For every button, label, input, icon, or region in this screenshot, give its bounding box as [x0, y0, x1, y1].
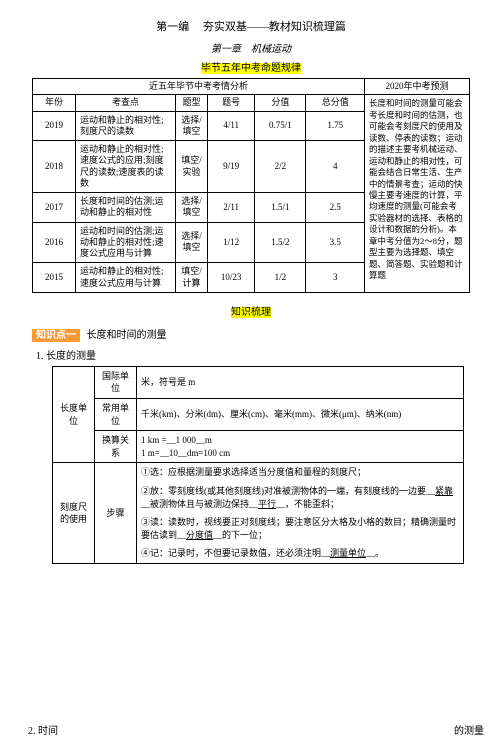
cell-num: 9/19 — [208, 141, 255, 193]
cell-year: 2015 — [33, 263, 76, 293]
knowledge-combing-line: 知识梳理 — [32, 303, 470, 318]
r3c2: 1 km =__1 000__m 1 m=__10__dm=100 cm — [137, 431, 464, 463]
knowledge-point-section: 知识点一 长度和时间的测量 — [32, 326, 470, 341]
col-type: 题型 — [176, 95, 208, 111]
step-2u: 紧靠 — [435, 486, 453, 496]
section-1-title: 1. 长度的测量 — [36, 347, 470, 362]
cell-total: 3 — [306, 263, 365, 293]
cell-year: 2018 — [33, 141, 76, 193]
r1c1: 国际单位 — [95, 366, 137, 398]
r2c1: 常用单位 — [95, 398, 137, 430]
side-label-left: 2. 时间 — [28, 722, 58, 737]
step-2b: 被测物体且与被测边保持 — [150, 499, 249, 509]
cell-total: 2.5 — [306, 193, 365, 223]
table-row: 刻度尺的使用 步骤 ①选：应根据测量要求选择适当分度值和量程的刻度尺； ②放：零… — [53, 463, 464, 564]
cell-score: 1/2 — [255, 263, 306, 293]
col-point: 考查点 — [76, 95, 176, 111]
cell-year: 2019 — [33, 111, 76, 141]
exam-analysis-table: 近五年毕节中考考情分析 2020年中考预测 年份 考查点 题型 题号 分值 总分… — [32, 78, 470, 293]
r1c2: 米，符号是 m — [137, 366, 464, 398]
cell-year: 2017 — [33, 193, 76, 223]
col-total: 总分值 — [306, 95, 365, 111]
step-4a: ④记：记录时，不但要记录数值，还必须注明 — [141, 548, 321, 558]
cell-total: 4 — [306, 141, 365, 193]
cell-type: 选择/填空 — [176, 222, 208, 263]
col-num: 题号 — [208, 95, 255, 111]
cell-score: 1.5/2 — [255, 222, 306, 263]
r3c2a: 1 km =__1 000__m — [141, 435, 212, 445]
cell-score: 0.75/1 — [255, 111, 306, 141]
cell-score: 2/2 — [255, 141, 306, 193]
step-4u: 测量单位 — [330, 548, 366, 558]
header-1-left: 第一编 — [156, 21, 189, 33]
step-3b: 的下一位； — [222, 530, 267, 540]
cell-type: 选择/填空 — [176, 193, 208, 223]
step-2: ②放：零刻度线(或其他刻度线)对准被测物体的一端，有刻度线的一边要__紧靠__被… — [141, 485, 459, 510]
table-header-group-row: 近五年毕节中考考情分析 2020年中考预测 — [33, 79, 470, 95]
rowgroup-1: 长度单位 — [53, 366, 95, 463]
r2c2: 千米(km)、分米(dm)、厘米(cm)、毫米(mm)、微米(μm)、纳米(nm… — [137, 398, 464, 430]
header-3-highlight: 毕节五年中考命题规律 — [201, 63, 301, 74]
cell-point: 长度和时间的估测;运动和静止的相对性 — [76, 193, 176, 223]
step-3u: 分度值 — [186, 530, 213, 540]
header-line-1: 第一编 夯实双基——教材知识梳理篇 — [32, 18, 470, 34]
cell-point: 运动和静止的相对性;刻度尺的读数 — [76, 111, 176, 141]
step-3: ③读：读数时，视线要正对刻度线；要注意区分大格及小格的数目；精确测量时要估读到_… — [141, 516, 459, 541]
step-1: ①选：应根据测量要求选择适当分度值和量程的刻度尺； — [141, 466, 459, 479]
prediction-cell: 长度和时间的测量可能会考长度和时间的估测，也可能会考刻度尺的使用及读数、停表的读… — [365, 95, 470, 293]
r3c2b: 1 m=__10__dm=100 cm — [141, 448, 230, 458]
col-score: 分值 — [255, 95, 306, 111]
knowledge-point-badge: 知识点一 — [32, 329, 80, 342]
col-year: 年份 — [33, 95, 76, 111]
knowledge-point-text: 长度和时间的测量 — [87, 330, 167, 341]
cell-score: 1.5/1 — [255, 193, 306, 223]
side-label-right: 的测量 — [454, 722, 484, 737]
cell-num: 2/11 — [208, 193, 255, 223]
header-pred-cell: 2020年中考预测 — [365, 79, 470, 95]
step-2a: ②放：零刻度线(或其他刻度线)对准被测物体的一端，有刻度线的一边要 — [141, 486, 426, 496]
steps-cell: ①选：应根据测量要求选择适当分度值和量程的刻度尺； ②放：零刻度线(或其他刻度线… — [137, 463, 464, 564]
step-4: ④记：记录时，不但要记录数值，还必须注明__测量单位__。 — [141, 547, 459, 560]
cell-type: 填空/实验 — [176, 141, 208, 193]
step-2u2: 平行 — [258, 499, 276, 509]
header-2-right: 机械运动 — [251, 44, 291, 55]
table-row: 常用单位 千米(km)、分米(dm)、厘米(cm)、毫米(mm)、微米(μm)、… — [53, 398, 464, 430]
step-2c: ，不能歪斜； — [285, 499, 339, 509]
cell-point: 运动和静止的相对性;速度公式应用与计算 — [76, 263, 176, 293]
cell-num: 4/11 — [208, 111, 255, 141]
step-4b: 。 — [375, 548, 384, 558]
table-row: 长度单位 国际单位 米，符号是 m — [53, 366, 464, 398]
cell-total: 1.75 — [306, 111, 365, 141]
table-row: 换算关系 1 km =__1 000__m 1 m=__10__dm=100 c… — [53, 431, 464, 463]
cell-num: 10/23 — [208, 263, 255, 293]
cell-type: 填空/计算 — [176, 263, 208, 293]
header-line-2: 第一章 机械运动 — [32, 40, 470, 55]
r4c1: 步骤 — [95, 463, 137, 564]
knowledge-combing-label: 知识梳理 — [231, 307, 271, 318]
table-header-row: 年份 考查点 题型 题号 分值 总分值 长度和时间的测量可能会考长度和时间的估测… — [33, 95, 470, 111]
length-unit-table: 长度单位 国际单位 米，符号是 m 常用单位 千米(km)、分米(dm)、厘米(… — [52, 366, 464, 564]
r3c1: 换算关系 — [95, 431, 137, 463]
cell-point: 运动和时间的估测;运动和静止的相对性;速度公式应用与计算 — [76, 222, 176, 263]
cell-year: 2016 — [33, 222, 76, 263]
header-1-right: 夯实双基——教材知识梳理篇 — [203, 21, 346, 33]
cell-num: 1/12 — [208, 222, 255, 263]
cell-type: 选择/填空 — [176, 111, 208, 141]
cell-point: 运动和静止的相对性;速度公式的应用;刻度尺的读数;速度表的读数 — [76, 141, 176, 193]
rowgroup-2: 刻度尺的使用 — [53, 463, 95, 564]
unit-table-wrapper: 长度单位 国际单位 米，符号是 m 常用单位 千米(km)、分米(dm)、厘米(… — [32, 366, 470, 564]
header-group-cell: 近五年毕节中考考情分析 — [33, 79, 365, 95]
cell-total: 3.5 — [306, 222, 365, 263]
header-2-left: 第一章 — [211, 44, 241, 55]
header-line-3: 毕节五年中考命题规律 — [32, 59, 470, 74]
